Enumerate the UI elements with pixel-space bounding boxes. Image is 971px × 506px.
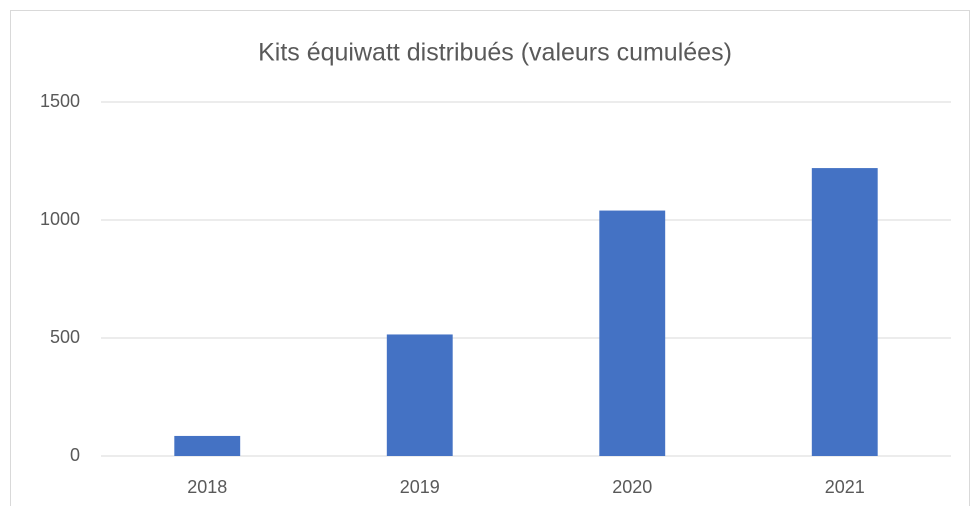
y-tick-label: 1500	[40, 91, 80, 111]
chart-title: Kits équiwatt distribués (valeurs cumulé…	[258, 39, 732, 67]
chart-border	[10, 10, 970, 506]
y-tick-label: 0	[70, 445, 80, 465]
y-tick-label: 500	[50, 327, 80, 347]
bar	[174, 435, 241, 456]
x-tick-label: 2021	[825, 477, 865, 497]
x-tick-label: 2019	[400, 477, 440, 497]
y-tick-label: 1000	[40, 209, 80, 229]
bar	[599, 210, 666, 456]
x-tick-label: 2020	[612, 477, 652, 497]
bar	[386, 334, 453, 456]
bar	[811, 168, 878, 456]
x-tick-label: 2018	[187, 477, 227, 497]
